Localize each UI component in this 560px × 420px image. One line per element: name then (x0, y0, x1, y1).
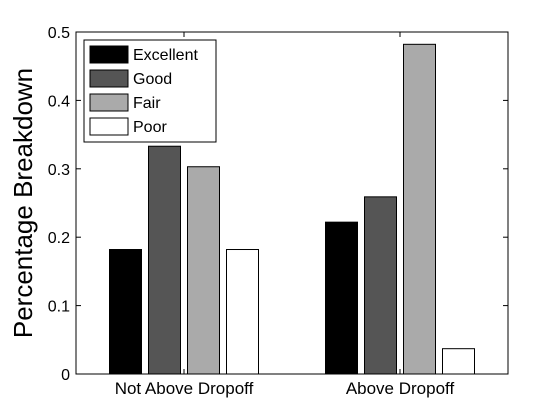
bar-poor (442, 348, 475, 375)
legend-swatch-good (89, 69, 129, 88)
bar-poor (226, 249, 259, 375)
legend: Excellent Good Fair Poor (83, 39, 217, 143)
bar-fair (403, 43, 436, 375)
bar-excellent (325, 221, 358, 375)
bar-excellent (109, 249, 142, 375)
legend-label-excellent: Excellent (133, 47, 198, 64)
y-tick-label: 0.5 (48, 25, 70, 42)
legend-label-poor: Poor (133, 119, 167, 136)
legend-swatch-fair (89, 93, 129, 112)
legend-label-good: Good (133, 71, 172, 88)
bar-good (364, 196, 397, 375)
y-tick-label: 0.3 (48, 162, 70, 179)
y-tick-label: 0.2 (48, 230, 70, 247)
legend-label-fair: Fair (133, 95, 161, 112)
y-tick-label: 0.1 (48, 299, 70, 316)
x-tick-label: Not Above Dropoff (115, 379, 254, 398)
bar-fair (187, 166, 220, 375)
bar-good (148, 145, 181, 375)
y-tick-label: 0.4 (48, 93, 70, 110)
ticks-layer: 0 0.1 0.2 0.3 0.4 0.5 (48, 25, 508, 384)
x-tick-label: Above Dropoff (346, 379, 455, 398)
legend-swatch-excellent (89, 45, 129, 64)
legend-swatch-poor (89, 117, 129, 136)
bars-layer (109, 43, 475, 375)
y-tick-label: 0 (61, 367, 70, 384)
x-tick-labels: Not Above Dropoff Above Dropoff (115, 379, 455, 398)
y-axis-label: Percentage Breakdown (8, 68, 38, 338)
